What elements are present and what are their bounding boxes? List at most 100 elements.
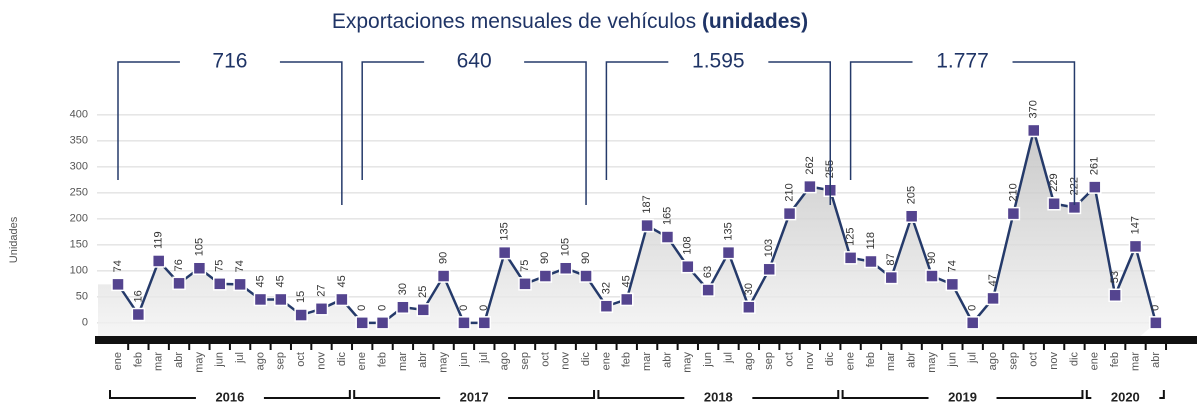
x-tick-label: abr: [661, 352, 673, 368]
data-label: 0: [376, 305, 388, 311]
x-tick-label: nov: [315, 352, 327, 370]
x-tick-label: dic: [824, 352, 836, 367]
x-tick-label: ago: [987, 352, 999, 370]
x-tick-label: ago: [254, 352, 266, 370]
y-tick-label: 0: [82, 317, 88, 329]
marker: [172, 276, 186, 291]
data-label: 187: [641, 195, 653, 213]
marker: [396, 300, 410, 314]
x-tick-label: abr: [417, 352, 429, 368]
x-tick-label: may: [682, 352, 694, 373]
x-tick-label: may: [193, 352, 205, 373]
marker: [640, 218, 654, 233]
marker: [701, 283, 715, 297]
x-tick-label: mar: [641, 352, 653, 371]
data-label: 45: [336, 275, 348, 287]
data-label: 75: [519, 260, 531, 272]
year-total: 1.777: [936, 50, 989, 73]
year-label: 2017: [460, 389, 489, 404]
data-label: 90: [539, 252, 551, 264]
data-label: 87: [885, 253, 897, 265]
marker: [111, 277, 125, 292]
marker: [477, 316, 492, 330]
data-label: 125: [845, 227, 857, 245]
marker: [497, 245, 512, 260]
marker: [294, 308, 308, 322]
x-tick-label: may: [926, 352, 938, 373]
marker: [864, 254, 878, 269]
x-tick-label: jul: [234, 352, 246, 364]
x-tick-label: dic: [1068, 352, 1080, 367]
marker: [782, 206, 797, 221]
data-label: 118: [865, 232, 877, 250]
data-label: 76: [173, 259, 185, 271]
x-tick-label: jul: [967, 352, 979, 364]
marker: [599, 299, 614, 313]
total-bracket: [361, 61, 587, 205]
data-label: 32: [600, 282, 612, 294]
data-label: 229: [1048, 173, 1060, 191]
year-label: 2016: [215, 389, 244, 404]
data-label: 30: [743, 283, 755, 295]
data-label: 74: [946, 260, 958, 272]
marker: [151, 254, 166, 268]
marker: [131, 307, 146, 322]
data-label: 30: [397, 283, 409, 295]
x-tick-label: oct: [539, 352, 551, 367]
y-tick-label: 100: [70, 265, 88, 277]
y-axis-title: Unidades: [8, 216, 20, 263]
data-label: 108: [682, 236, 694, 254]
marker: [1149, 316, 1163, 330]
x-tick-label: oct: [783, 352, 795, 367]
x-tick-label: jul: [722, 352, 734, 364]
x-tick-label: nov: [560, 352, 572, 370]
marker: [375, 316, 390, 330]
data-label: 45: [621, 275, 633, 287]
marker: [274, 292, 288, 307]
x-tick-label: jun: [946, 352, 958, 368]
marker: [1006, 206, 1021, 221]
total-bracket: [117, 61, 343, 205]
x-tick-label: jun: [214, 352, 226, 368]
x-tick-label: mar: [397, 352, 409, 371]
y-tick-label: 200: [70, 213, 88, 225]
marker: [314, 302, 329, 316]
marker: [558, 261, 573, 275]
year-bracket: [1085, 390, 1165, 399]
year-label: 2018: [704, 389, 733, 404]
data-label: 74: [112, 260, 124, 272]
data-label: 262: [804, 156, 816, 174]
marker: [457, 316, 471, 330]
data-label: 147: [1129, 216, 1141, 234]
x-tick-label: mar: [1129, 352, 1141, 371]
x-tick-label: ene: [356, 352, 368, 370]
y-tick-label: 350: [70, 135, 88, 147]
data-label: 90: [438, 252, 450, 264]
data-label: 16: [132, 290, 144, 302]
title-bold: (unidades): [702, 10, 808, 33]
marker: [192, 261, 207, 275]
data-label: 25: [417, 286, 429, 298]
x-tick-label: jun: [702, 352, 714, 368]
x-tick-label: jul: [478, 352, 490, 364]
line: [116, 125, 1158, 326]
x-tick-label: dic: [336, 352, 348, 367]
data-label: 103: [763, 239, 775, 257]
marker: [986, 291, 1000, 306]
x-tick-label: feb: [1109, 352, 1121, 367]
y-tick-label: 300: [70, 161, 88, 173]
marker: [945, 277, 960, 292]
data-label: 75: [214, 260, 226, 272]
marker: [213, 277, 227, 291]
area: [98, 130, 1156, 340]
data-label: 105: [560, 238, 572, 256]
year-label: 2020: [1111, 389, 1140, 404]
data-label: 0: [356, 305, 368, 311]
total-bracket: [849, 61, 1076, 205]
x-tick-label: sep: [1007, 352, 1019, 370]
data-label: 27: [315, 285, 327, 297]
y-tick-label: 250: [70, 187, 88, 199]
marker: [742, 300, 756, 314]
data-label: 370: [1028, 100, 1040, 118]
marker: [233, 277, 247, 292]
